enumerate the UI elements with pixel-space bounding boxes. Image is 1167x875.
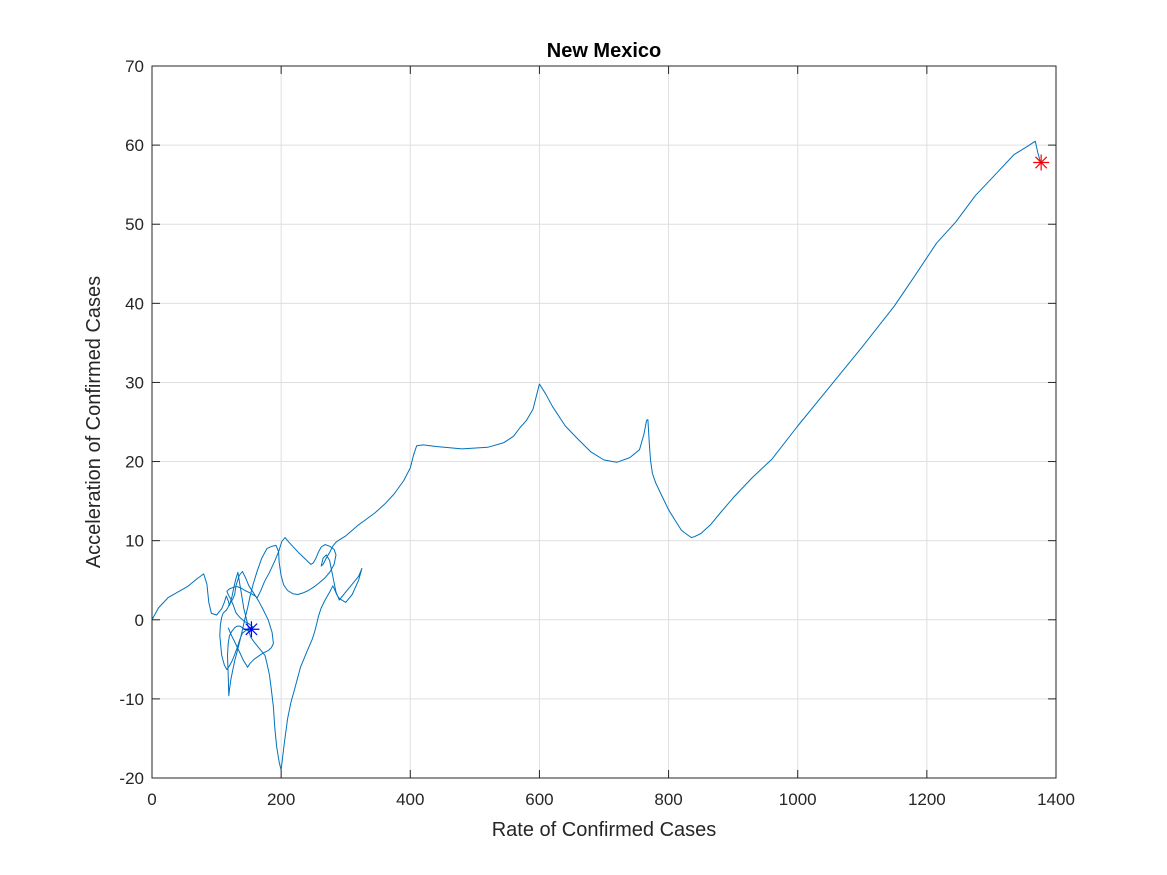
y-tick-label: 50 bbox=[125, 215, 144, 234]
y-tick-label: -20 bbox=[119, 769, 144, 788]
axes-box bbox=[151, 65, 1057, 779]
x-tick-label: 1000 bbox=[779, 790, 817, 809]
series-line-1 bbox=[151, 140, 1041, 771]
star-marker-2 bbox=[1033, 154, 1050, 171]
x-tick-label: 1200 bbox=[908, 790, 946, 809]
star-marker-stroke bbox=[1035, 156, 1048, 169]
y-tick-label: 60 bbox=[125, 136, 144, 155]
x-tick-label: 600 bbox=[525, 790, 553, 809]
y-tick-label: 0 bbox=[135, 611, 144, 630]
axis-ticks: 0 200 400 600 800 1000 1200 1400 -20 -10 0 10 20 30 40… bbox=[119, 57, 1074, 809]
star-marker-stroke bbox=[245, 623, 258, 636]
chart-title: New Mexico bbox=[547, 40, 661, 62]
series-line-2 bbox=[219, 537, 337, 697]
x-tick-label: 1400 bbox=[1037, 790, 1075, 809]
x-tick-label: 400 bbox=[396, 790, 424, 809]
x-axis-label: Rate of Confirmed Cases bbox=[492, 819, 717, 841]
x-tick-label: 800 bbox=[654, 790, 682, 809]
y-tick-label: 20 bbox=[125, 453, 144, 472]
x-tick-label: 0 bbox=[147, 790, 156, 809]
y-axis-label: Acceleration of Confirmed Cases bbox=[83, 276, 105, 568]
y-tick-label: -10 bbox=[119, 690, 144, 709]
x-tick-label: 200 bbox=[267, 790, 295, 809]
y-tick-label: 30 bbox=[125, 373, 144, 392]
y-tick-label: 10 bbox=[125, 532, 144, 551]
star-marker-1 bbox=[243, 621, 260, 638]
y-tick-label: 70 bbox=[125, 57, 144, 76]
y-tick-label: 40 bbox=[125, 294, 144, 313]
data-series bbox=[151, 140, 1041, 771]
data-markers bbox=[243, 154, 1050, 638]
